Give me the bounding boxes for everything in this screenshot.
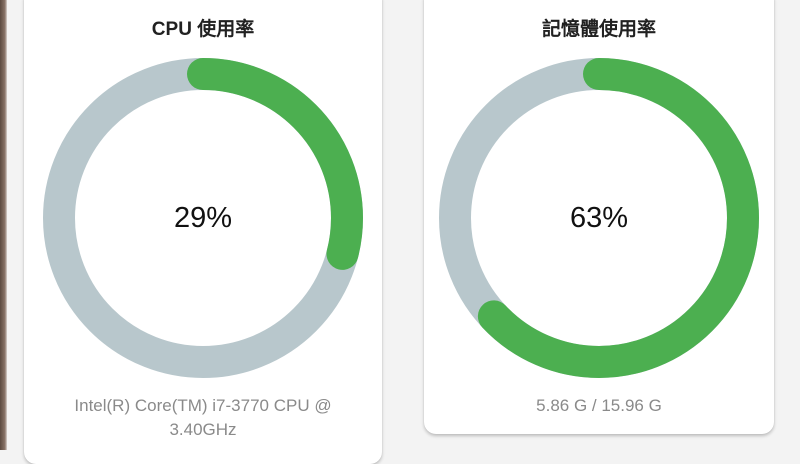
window-edge <box>0 0 7 450</box>
cpu-usage-card: CPU 使用率 29% Intel(R) Core(TM) i7-3770 CP… <box>24 0 382 464</box>
cpu-usage-gauge <box>43 58 363 378</box>
cpu-card-title: CPU 使用率 <box>151 19 255 40</box>
memory-usage-card: 記憶體使用率 63% 5.86 G / 15.96 G <box>424 0 774 434</box>
cpu-model-line2: 3.40GHz <box>169 420 237 439</box>
cpu-gauge-fill <box>43 58 363 378</box>
memory-usage-gauge <box>439 58 759 378</box>
cpu-usage-value: 29% <box>173 202 233 234</box>
memory-amount: 5.86 G / 15.96 G <box>536 396 662 415</box>
cpu-model-line1: Intel(R) Core(TM) i7-3770 CPU @ <box>74 396 332 415</box>
memory-gauge-fill <box>439 58 759 378</box>
memory-usage-value: 63% <box>569 202 629 234</box>
memory-card-title: 記憶體使用率 <box>541 19 656 40</box>
